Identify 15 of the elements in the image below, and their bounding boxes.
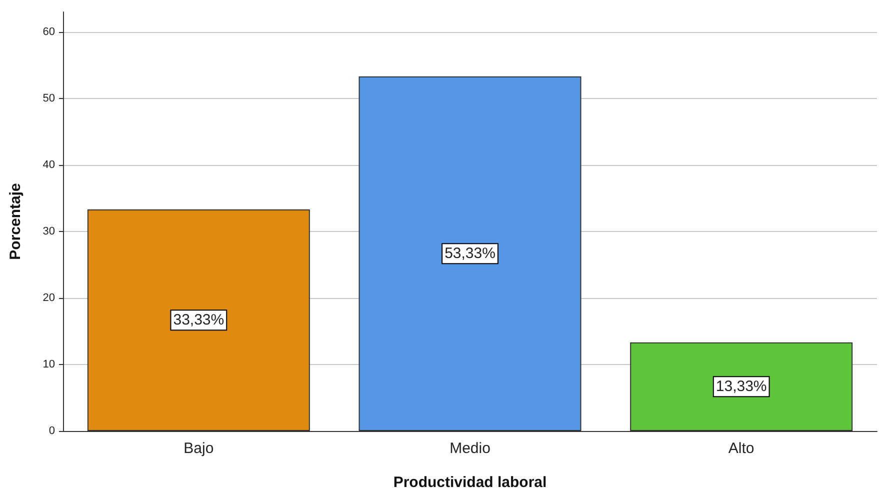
y-tick-label: 20 (42, 292, 55, 304)
x-tick-label: Bajo (184, 440, 214, 457)
data-label: 33,33% (173, 312, 224, 329)
x-tick-label: Medio (450, 440, 490, 457)
y-tick-label: 30 (42, 225, 55, 238)
y-tick-label: 10 (42, 358, 55, 370)
x-axis-title: Productividad laboral (393, 474, 547, 491)
y-tick-label: 50 (42, 92, 55, 104)
y-tick-label: 60 (42, 26, 55, 38)
y-tick-label: 0 (48, 425, 55, 437)
data-label: 13,33% (716, 378, 767, 396)
data-label: 53,33% (444, 245, 496, 262)
y-axis-title: Porcentaje (7, 183, 24, 260)
x-tick-label: Alto (728, 440, 754, 457)
y-tick-label: 40 (42, 158, 55, 171)
